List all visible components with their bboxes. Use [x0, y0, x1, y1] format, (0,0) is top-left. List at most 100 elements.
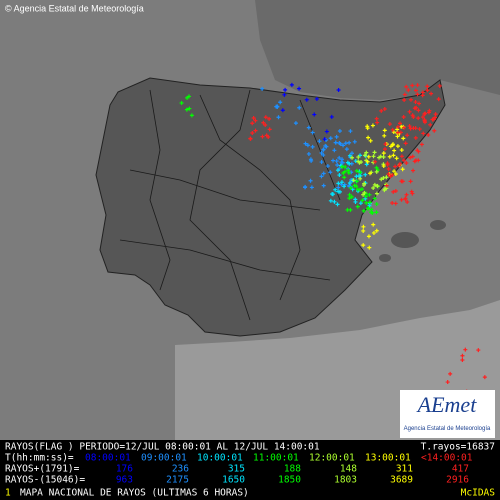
- strike: [365, 159, 370, 164]
- strike: [310, 130, 315, 135]
- strike: [423, 111, 428, 116]
- strike: [187, 106, 192, 111]
- strike: [401, 114, 406, 119]
- strike: [410, 83, 415, 88]
- strike: [336, 189, 341, 194]
- strike: [370, 123, 375, 128]
- strike: [382, 128, 387, 133]
- footer-index: 1: [5, 488, 11, 499]
- strike: [260, 86, 265, 91]
- strike: [391, 130, 396, 135]
- negative-count: 2916: [446, 475, 469, 486]
- strike: [365, 126, 370, 131]
- strike: [361, 183, 366, 188]
- logo: AEmet: [416, 392, 478, 417]
- strike: [304, 97, 309, 102]
- strike: [371, 185, 376, 190]
- strike: [400, 179, 405, 184]
- strike: [274, 104, 279, 109]
- strike: [332, 148, 337, 153]
- strike: [293, 121, 298, 126]
- strike: [366, 205, 371, 210]
- strike: [397, 121, 402, 126]
- strike: [433, 112, 438, 117]
- strike: [336, 88, 341, 93]
- strike: [374, 202, 379, 207]
- strike: [437, 83, 442, 88]
- strike: [328, 198, 333, 203]
- strike: [415, 92, 420, 97]
- negative-count: 1650: [222, 475, 245, 486]
- strike: [346, 168, 351, 173]
- logo-box: [400, 390, 495, 438]
- strike: [393, 172, 398, 177]
- strike: [404, 84, 409, 89]
- strike: [263, 115, 268, 120]
- strike: [381, 151, 386, 156]
- strike: [348, 185, 353, 190]
- strike: [308, 178, 313, 183]
- strike: [321, 147, 326, 152]
- strike: [382, 133, 387, 138]
- strike: [383, 142, 388, 147]
- strike: [420, 115, 425, 120]
- strike: [396, 163, 401, 168]
- iberia: [95, 77, 446, 337]
- strike: [321, 153, 326, 158]
- strike: [310, 144, 315, 149]
- negative-label: RAYOS-(15046)=: [5, 475, 85, 486]
- strike: [189, 113, 194, 118]
- strike: [179, 101, 184, 106]
- strike: [324, 129, 329, 134]
- strike: [342, 175, 347, 180]
- strike: [184, 107, 189, 112]
- strike: [349, 151, 354, 156]
- strike: [413, 126, 418, 131]
- strike: [415, 148, 420, 153]
- strike: [410, 191, 415, 196]
- footer-system: McIDAS: [461, 488, 496, 499]
- footer-title: MAPA NACIONAL DE RAYOS (ULTIMAS 6 HORAS): [20, 488, 249, 499]
- time: 12:00:01: [309, 453, 355, 464]
- strike: [411, 114, 416, 119]
- strike: [385, 162, 390, 167]
- strike: [373, 159, 378, 164]
- time: 08:00:01: [85, 453, 131, 464]
- strike: [384, 183, 389, 188]
- strike: [361, 228, 366, 233]
- strike: [303, 184, 308, 189]
- strike: [276, 115, 281, 120]
- period: RAYOS(FLAG ) PERIODO=12/JUL 08:00:01 AL …: [5, 442, 320, 453]
- strike: [413, 88, 418, 93]
- strike: [303, 141, 308, 146]
- positive-count: 417: [452, 464, 469, 475]
- total: T.rayos=16837: [421, 442, 495, 453]
- strike: [347, 153, 352, 158]
- strike: [341, 143, 346, 148]
- strike: [342, 169, 347, 174]
- strike: [361, 208, 366, 213]
- strike: [411, 168, 416, 173]
- strike: [420, 93, 425, 98]
- strike: [419, 142, 424, 147]
- strike: [387, 154, 392, 159]
- strike: [395, 144, 400, 149]
- strike: [334, 159, 339, 164]
- time: 10:00:01: [197, 453, 243, 464]
- strike: [358, 176, 363, 181]
- strike: [414, 105, 419, 110]
- strike: [364, 150, 369, 155]
- strike: [408, 97, 413, 102]
- strike: [425, 84, 430, 89]
- strike: [388, 144, 393, 149]
- strike: [353, 197, 358, 202]
- strike: [328, 136, 333, 141]
- strike: [415, 83, 420, 88]
- strike: [417, 101, 422, 106]
- strike: [367, 192, 372, 197]
- strike: [253, 118, 258, 123]
- strike: [347, 140, 352, 145]
- strike: [260, 134, 265, 139]
